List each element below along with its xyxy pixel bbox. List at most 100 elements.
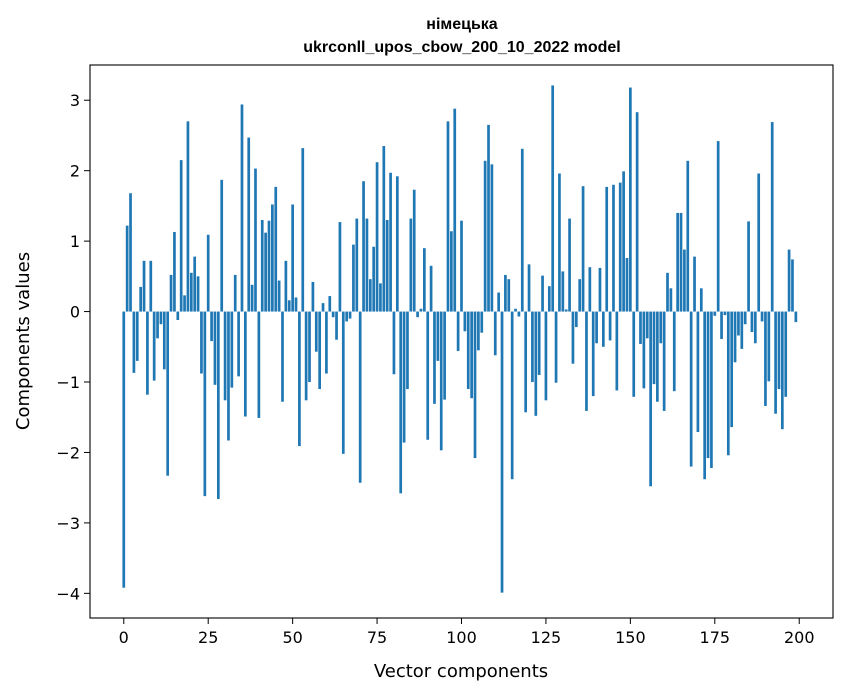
bar (392, 311, 396, 375)
x-tick-label: 50 (282, 628, 302, 647)
x-tick-label: 0 (119, 628, 129, 647)
bar (588, 267, 592, 312)
bar (770, 122, 774, 312)
bar (696, 311, 700, 433)
bar (524, 311, 528, 413)
bars-group (122, 85, 798, 593)
bar (487, 124, 490, 312)
bar (777, 311, 781, 390)
bar (510, 311, 514, 480)
bar (247, 137, 251, 312)
bar (693, 256, 696, 312)
bar (345, 311, 349, 322)
bar (662, 311, 666, 411)
y-tick-label: −3 (56, 514, 80, 533)
bar (325, 311, 328, 374)
bar (328, 296, 332, 312)
bar (230, 311, 234, 388)
bar (466, 311, 470, 390)
bar (473, 311, 477, 459)
bar (433, 311, 436, 404)
bar (500, 311, 504, 593)
bar (240, 104, 244, 312)
bar (791, 259, 794, 312)
bar (368, 279, 372, 312)
bar (335, 311, 338, 340)
bar (264, 232, 267, 312)
bar (179, 160, 183, 312)
bar (564, 309, 568, 312)
bar (267, 220, 271, 312)
bar (409, 218, 413, 312)
bar (794, 311, 798, 323)
bar (764, 311, 767, 406)
bar (683, 249, 686, 312)
bar (162, 311, 166, 370)
bar (233, 274, 237, 312)
bar (568, 218, 571, 312)
bar (574, 311, 578, 328)
y-tick-label: −2 (56, 443, 80, 462)
bar (551, 85, 555, 312)
bar (294, 297, 298, 312)
bar (287, 300, 291, 312)
bar (423, 248, 426, 312)
bar (193, 256, 197, 312)
bar (176, 311, 180, 321)
bar (166, 311, 170, 476)
bar (254, 168, 257, 312)
bar (672, 311, 676, 392)
bar (210, 311, 213, 342)
bar (699, 288, 703, 312)
bar (578, 279, 582, 312)
bar (223, 311, 227, 401)
bar (271, 204, 274, 312)
bar (416, 311, 419, 318)
bar (527, 264, 531, 312)
bar (581, 186, 585, 312)
bar (456, 311, 460, 352)
bar (544, 311, 548, 401)
bar (318, 311, 321, 390)
x-tick-label: 100 (446, 628, 477, 647)
bar (757, 173, 761, 312)
bar (196, 276, 200, 312)
bar (470, 311, 473, 399)
bar (281, 311, 284, 402)
bar (284, 260, 288, 312)
bar (122, 311, 126, 588)
bar (480, 311, 484, 333)
bar (493, 311, 497, 356)
x-axis-ticks: 0 25 50 75 100 125 150 175 200 (119, 618, 815, 647)
bar (733, 311, 737, 363)
bar (146, 311, 149, 395)
x-tick-label: 150 (615, 628, 646, 647)
bar (753, 311, 757, 344)
bar (348, 311, 352, 319)
y-axis-ticks: −4 −3 −2 −1 0 1 2 3 (56, 91, 90, 603)
bar (298, 311, 301, 447)
bar (608, 311, 612, 341)
bar (656, 311, 659, 402)
bar (213, 311, 217, 385)
bar (149, 260, 153, 312)
bar (308, 311, 311, 383)
bar (710, 311, 713, 468)
bar (558, 173, 561, 312)
bar (629, 87, 632, 312)
bar (483, 160, 487, 312)
bar (676, 212, 679, 312)
bar (244, 311, 247, 417)
bar (429, 265, 433, 312)
bar (669, 288, 673, 312)
bar (537, 311, 541, 375)
bar (216, 311, 220, 499)
bar (585, 311, 588, 411)
bar (203, 311, 207, 497)
bar (784, 311, 788, 397)
bar (257, 311, 261, 418)
bar (389, 172, 392, 312)
bar (723, 311, 727, 316)
bar (703, 311, 707, 480)
